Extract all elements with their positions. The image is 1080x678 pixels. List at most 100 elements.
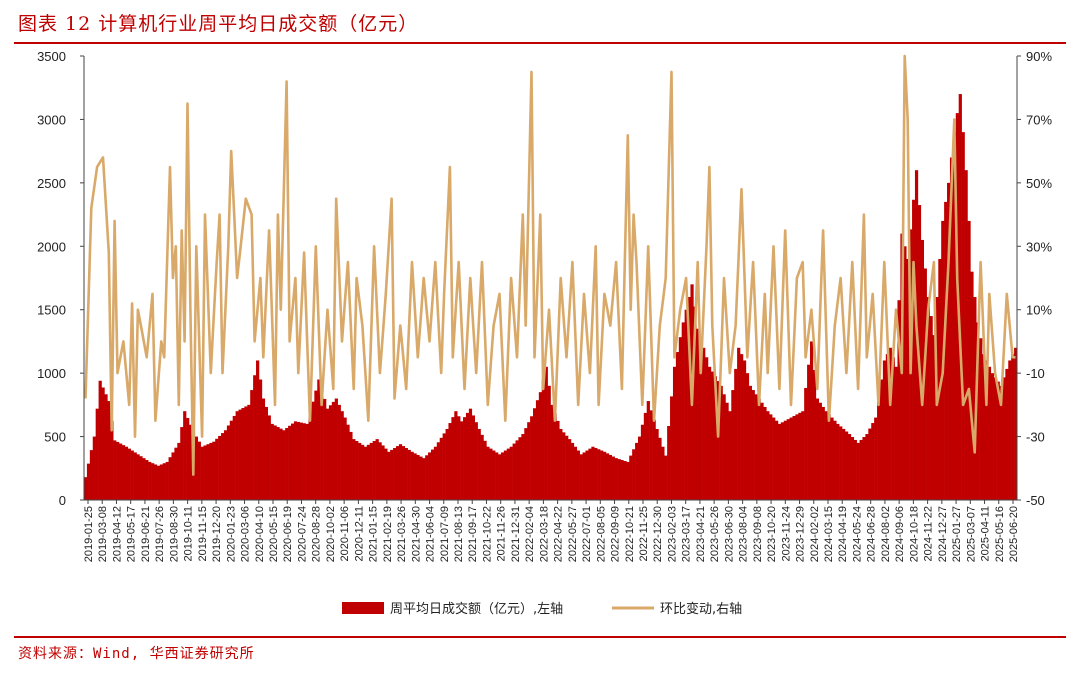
- x-tick-label: 2020-06-19: [282, 506, 294, 562]
- bar: [363, 446, 368, 500]
- bar: [308, 412, 312, 500]
- bar: [801, 411, 805, 500]
- bar: [713, 376, 717, 500]
- x-tick-label: 2023-06-30: [723, 506, 735, 562]
- x-tick-label: 2022-04-22: [553, 506, 565, 562]
- bar: [226, 425, 231, 500]
- bar: [381, 445, 385, 500]
- bar: [486, 446, 490, 500]
- bar: [162, 463, 166, 500]
- bar: [605, 453, 610, 500]
- bar: [856, 442, 860, 500]
- bar: [194, 436, 199, 500]
- bar: [579, 454, 583, 500]
- bar: [142, 458, 146, 500]
- bar: [979, 338, 983, 500]
- bar: [407, 449, 411, 500]
- bar: [734, 368, 738, 500]
- bar: [547, 385, 551, 500]
- bar: [250, 390, 254, 500]
- y2-tick-label: -30: [1026, 430, 1045, 445]
- bar: [585, 450, 589, 500]
- x-tick-label: 2021-11-26: [496, 506, 508, 561]
- bar: [719, 385, 723, 500]
- bar: [821, 406, 825, 500]
- bar: [809, 341, 814, 500]
- bar: [148, 461, 152, 500]
- bar: [445, 428, 449, 500]
- bar: [570, 442, 575, 500]
- bar: [556, 420, 560, 500]
- bar: [903, 246, 907, 500]
- x-tick-label: 2020-05-15: [268, 506, 280, 562]
- bar: [964, 170, 968, 501]
- bar: [512, 443, 516, 500]
- bar: [626, 461, 630, 500]
- bar: [267, 415, 271, 500]
- y-tick-label: 2500: [37, 176, 66, 191]
- x-tick-label: 2024-09-06: [894, 506, 906, 562]
- x-tick-label: 2020-01-23: [225, 506, 237, 562]
- bar: [541, 379, 545, 500]
- bar: [949, 157, 954, 501]
- bar: [632, 449, 636, 500]
- bar: [393, 447, 397, 500]
- bar: [952, 132, 957, 501]
- x-tick-label: 2022-10-21: [624, 506, 636, 562]
- bar: [737, 347, 741, 500]
- bar: [460, 421, 464, 500]
- bar: [1014, 347, 1018, 500]
- bar: [535, 400, 540, 500]
- bar: [86, 463, 91, 500]
- bar: [617, 459, 621, 500]
- x-tick-label: 2023-12-29: [795, 506, 807, 562]
- x-tick-label: 2023-11-24: [780, 506, 792, 561]
- bar: [480, 434, 484, 500]
- bar: [885, 354, 890, 500]
- bar: [912, 199, 916, 500]
- x-tick-label: 2022-09-09: [610, 506, 622, 562]
- axes: 0 500 1000 1500 2000 2500 3000 3500 -50 -30 -10 10%…: [37, 49, 1052, 562]
- bar: [882, 360, 887, 500]
- bar: [515, 440, 519, 500]
- bar: [174, 447, 178, 500]
- x-tick-label: 2024-12-27: [937, 506, 949, 562]
- bar: [133, 452, 137, 500]
- bar: [498, 454, 502, 500]
- bar: [859, 439, 863, 500]
- x-tick-label: 2020-11-06: [339, 506, 351, 561]
- bar: [824, 411, 828, 500]
- footer-rule: [14, 636, 1066, 638]
- bar: [465, 412, 470, 500]
- bar: [183, 411, 187, 500]
- bar: [646, 401, 650, 500]
- bar: [871, 423, 875, 500]
- bar: [982, 354, 986, 500]
- bar: [471, 415, 475, 500]
- series-line: [84, 54, 1016, 476]
- bar: [258, 379, 263, 500]
- bar: [947, 182, 951, 501]
- x-tick-label: 2021-10-22: [481, 506, 493, 562]
- bar: [156, 465, 161, 500]
- bar: [442, 433, 446, 500]
- bar: [346, 424, 350, 500]
- bar: [118, 443, 123, 500]
- bar: [894, 366, 898, 500]
- bar: [976, 322, 980, 500]
- bar: [804, 387, 808, 500]
- bar: [844, 431, 849, 500]
- x-tick-label: 2022-12-30: [652, 506, 664, 562]
- bar: [349, 431, 353, 500]
- bar: [439, 437, 443, 500]
- bar: [675, 352, 680, 500]
- bar: [293, 421, 298, 500]
- x-tick-label: 2021-01-15: [368, 506, 380, 562]
- x-tick-label: 2024-05-24: [851, 506, 863, 562]
- bar: [792, 415, 796, 500]
- bar: [990, 373, 994, 500]
- bar: [716, 381, 720, 500]
- bar: [777, 423, 782, 500]
- bar: [139, 456, 143, 500]
- x-tick-label: 2019-10-11: [183, 506, 195, 561]
